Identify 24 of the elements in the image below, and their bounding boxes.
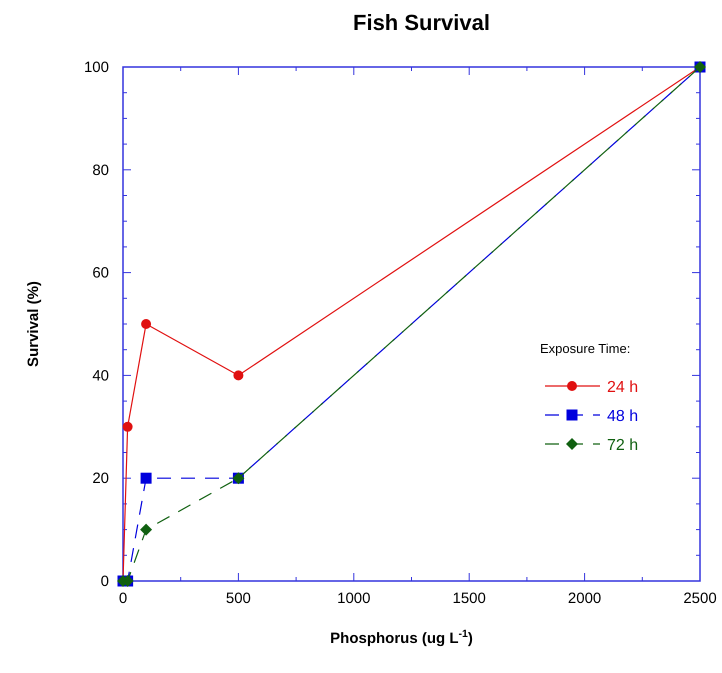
legend-label: 48 h <box>607 408 638 425</box>
x-tick-label: 500 <box>226 590 251 607</box>
legend-label: 72 h <box>607 437 638 454</box>
point <box>141 319 152 329</box>
x-axis-title: Phosphorus (ug L$^{-1}$) <box>330 628 473 647</box>
x-tick-label: 1000 <box>337 590 370 607</box>
point <box>140 472 152 484</box>
legend-title: Exposure Time: <box>540 341 630 356</box>
y-tick-label: 0 <box>100 573 109 590</box>
y-tick-label: 20 <box>92 470 109 488</box>
point <box>233 370 244 380</box>
y-tick-label: 100 <box>84 59 109 76</box>
chart-title: Fish Survival <box>353 10 490 35</box>
x-tick-label: 0 <box>118 590 128 607</box>
point <box>122 422 133 432</box>
y-tick-label: 80 <box>92 162 109 179</box>
point <box>140 524 152 536</box>
x-tick-label: 2000 <box>568 590 602 607</box>
legend-label: 24 h <box>607 379 638 396</box>
x-tick-label: 1500 <box>452 590 486 607</box>
y-tick-label: 40 <box>92 367 109 384</box>
x-tick-label: 2500 <box>683 590 717 607</box>
y-axis-title: Survival (%) <box>25 281 42 367</box>
y-tick-label: 60 <box>92 264 109 282</box>
